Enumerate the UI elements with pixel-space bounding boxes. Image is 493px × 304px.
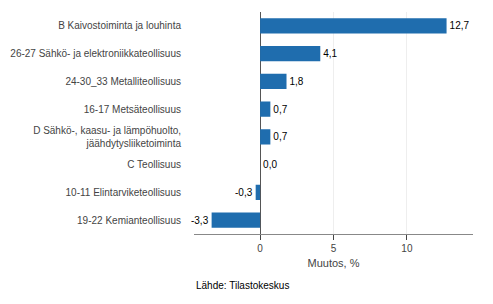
svg-text:10-11 Elintarviketeollisuus: 10-11 Elintarviketeollisuus xyxy=(66,187,181,198)
svg-text:0,7: 0,7 xyxy=(273,131,287,142)
svg-text:Muutos, %: Muutos, % xyxy=(308,257,360,269)
svg-text:0,0: 0,0 xyxy=(263,159,277,170)
svg-text:4,1: 4,1 xyxy=(323,48,337,59)
svg-text:0: 0 xyxy=(257,243,263,254)
svg-text:-0,3: -0,3 xyxy=(235,187,253,198)
svg-text:24-30_33 Metalliteollisuus: 24-30_33 Metalliteollisuus xyxy=(65,76,181,87)
svg-text:5: 5 xyxy=(331,243,337,254)
svg-text:-3,3: -3,3 xyxy=(191,215,209,226)
svg-text:1,8: 1,8 xyxy=(290,76,304,87)
svg-text:C Teollisuus: C Teollisuus xyxy=(127,159,181,170)
svg-text:10: 10 xyxy=(401,243,413,254)
svg-text:26-27 Sähkö- ja elektroniikkat: 26-27 Sähkö- ja elektroniikkateollisuus xyxy=(10,48,181,59)
svg-text:16-17 Metsäteollisuus: 16-17 Metsäteollisuus xyxy=(84,104,181,115)
svg-text:Lähde: Tilastokeskus: Lähde: Tilastokeskus xyxy=(196,280,289,291)
svg-text:19-22 Kemianteollisuus: 19-22 Kemianteollisuus xyxy=(77,215,181,226)
svg-text:D Sähkö-, kaasu- ja lämpöhuolt: D Sähkö-, kaasu- ja lämpöhuolto,jäähdyty… xyxy=(33,125,181,149)
svg-text:12,7: 12,7 xyxy=(450,20,470,31)
svg-text:0,7: 0,7 xyxy=(273,104,287,115)
svg-text:B Kaivostoiminta ja louhinta: B Kaivostoiminta ja louhinta xyxy=(58,20,181,31)
